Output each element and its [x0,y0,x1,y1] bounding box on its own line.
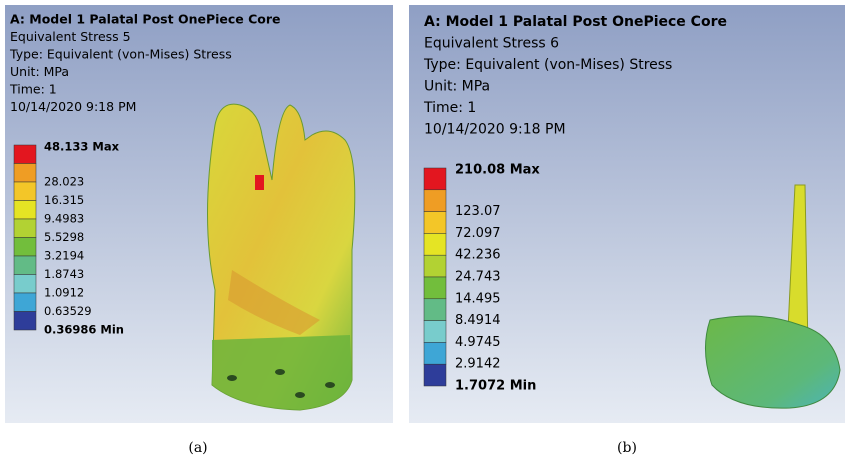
info-line: Equivalent Stress 6 [424,36,559,52]
legend-swatch [13,181,37,201]
legend-label: 72.097 [455,226,501,241]
legend-swatch [13,255,37,275]
caption: (a) [188,440,207,456]
legend-label: 8.4914 [455,313,501,328]
legend-swatch [423,189,447,212]
legend-swatch [423,254,447,278]
legend-label: 1.8743 [44,267,84,281]
legend-label: 4.9745 [455,335,501,350]
legend-swatch [13,292,37,312]
legend-label: 3.2194 [44,249,84,263]
info-line: Unit: MPa [424,79,490,95]
legend-swatch [13,274,37,294]
legend-swatch [13,200,37,220]
info-line: Type: Equivalent (von-Mises) Stress [9,47,232,62]
panel-title: A: Model 1 Palatal Post OnePiece Core [10,12,281,27]
legend-label: 24.743 [455,270,501,285]
info-line: Time: 1 [9,82,57,97]
legend-swatch [13,311,37,331]
legend-label: 28.023 [44,175,84,189]
panel-title: A: Model 1 Palatal Post OnePiece Core [424,14,727,30]
legend-label: 14.495 [455,291,501,306]
model-b [704,184,841,409]
legend-label: 123.07 [455,204,501,219]
legend-swatch [13,218,37,238]
legend-swatch [423,276,447,300]
info-line: Type: Equivalent (von-Mises) Stress [423,57,672,73]
legend-label: 0.63529 [44,304,92,318]
legend-label: 5.5298 [44,230,84,244]
info-line: Unit: MPa [10,64,69,79]
legend-label: 42.236 [455,248,501,263]
legend-swatch [423,233,447,256]
model-a [207,103,356,411]
legend-swatch [423,342,447,365]
legend-swatch [423,363,447,387]
legend-swatch [13,163,37,183]
legend-label: 1.0912 [44,286,84,300]
legend-label: 16.315 [44,193,84,207]
info-line: Time: 1 [423,100,476,116]
legend-label: 1.7072 Min [455,379,536,394]
legend-label: 0.36986 Min [44,323,124,337]
legend-label: 2.9142 [455,357,501,372]
legend-swatch [13,237,37,257]
legend-swatch [423,211,447,234]
legend-swatch [423,320,447,343]
legend-label: 48.133 Max [44,140,120,154]
info-line: 10/14/2020 9:18 PM [424,122,566,138]
legend-label: 9.4983 [44,212,84,226]
legend-swatch [423,167,447,191]
info-line: Equivalent Stress 5 [10,29,131,44]
info-line: 10/14/2020 9:18 PM [10,99,136,114]
legend-label: 210.08 Max [455,163,540,178]
legend-swatch [423,298,447,321]
legend-swatch [13,144,37,164]
caption: (b) [617,440,637,456]
